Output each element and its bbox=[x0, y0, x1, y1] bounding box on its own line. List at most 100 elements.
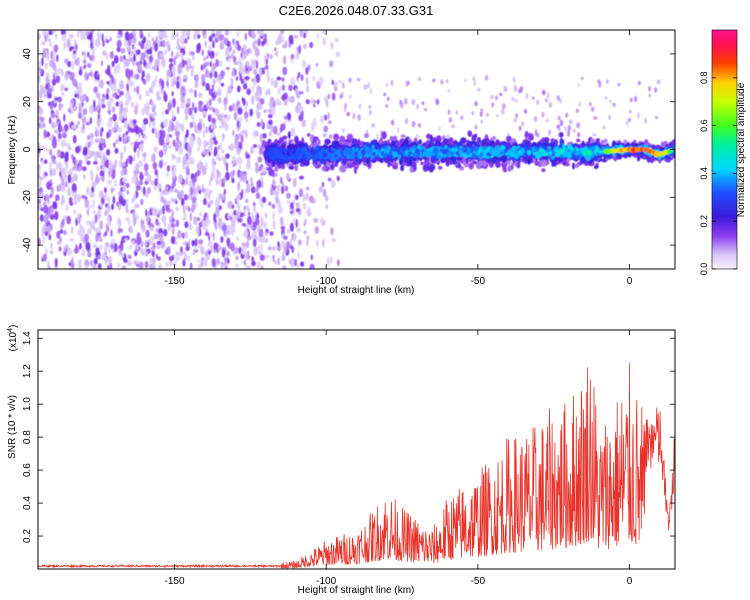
heatmap-cell bbox=[41, 258, 44, 262]
heatmap-cell bbox=[78, 165, 82, 172]
heatmap-cell bbox=[123, 120, 128, 129]
heatmap-cell bbox=[231, 80, 234, 87]
heatmap-cell bbox=[597, 79, 601, 84]
heatmap-cell bbox=[157, 39, 161, 48]
heatmap-cell bbox=[312, 75, 315, 82]
heatmap-cell bbox=[191, 114, 195, 121]
heatmap-cell bbox=[286, 172, 290, 181]
heatmap-cell bbox=[128, 244, 133, 250]
heatmap-cell bbox=[162, 142, 168, 153]
heatmap-cell bbox=[196, 172, 199, 178]
heatmap-cell bbox=[101, 60, 103, 66]
heatmap-cell bbox=[223, 157, 227, 166]
heatmap-cell bbox=[357, 114, 360, 118]
heatmap-cell bbox=[237, 210, 241, 216]
heatmap-cell bbox=[182, 159, 187, 166]
heatmap-cell bbox=[267, 246, 272, 251]
heatmap-cell bbox=[250, 181, 254, 188]
heatmap-cell bbox=[310, 97, 315, 106]
heatmap-cell bbox=[471, 111, 475, 116]
heatmap-cell bbox=[277, 257, 280, 266]
heatmap-cell bbox=[96, 165, 100, 172]
heatmap-cell bbox=[339, 94, 344, 99]
heatmap-cell bbox=[144, 108, 149, 113]
heatmap-cell bbox=[187, 142, 190, 152]
heatmap-cell bbox=[370, 88, 372, 95]
heatmap-cell bbox=[205, 61, 210, 66]
heatmap-cell bbox=[186, 161, 190, 167]
heatmap-cell bbox=[240, 173, 243, 182]
heatmap-cell bbox=[78, 159, 83, 165]
heatmap-blobs bbox=[38, 30, 675, 269]
heatmap-cell bbox=[297, 71, 301, 78]
heatmap-cell bbox=[120, 151, 123, 161]
heatmap-cell bbox=[491, 136, 497, 141]
heatmap-cell bbox=[329, 134, 333, 139]
heatmap-cell bbox=[227, 85, 232, 95]
heatmap-cell bbox=[42, 235, 46, 244]
heatmap-cell bbox=[125, 58, 130, 67]
heatmap-cell bbox=[55, 194, 60, 202]
heatmap-cell bbox=[387, 159, 391, 168]
heatmap-cell bbox=[38, 122, 41, 129]
heatmap-cell bbox=[400, 134, 406, 138]
heatmap-cell bbox=[77, 92, 80, 99]
heatmap-cell bbox=[147, 174, 152, 183]
heatmap-cell bbox=[158, 160, 163, 169]
heatmap-cell bbox=[212, 62, 217, 70]
heatmap-cell bbox=[256, 261, 262, 269]
heatmap-cell bbox=[247, 65, 253, 72]
heatmap-cell bbox=[276, 132, 281, 136]
heatmap-cell bbox=[334, 37, 339, 43]
heatmap-cell bbox=[74, 58, 79, 66]
heatmap-cell bbox=[292, 177, 297, 188]
heatmap-cell bbox=[99, 190, 104, 199]
heatmap-cell bbox=[317, 139, 321, 145]
heatmap-cell bbox=[90, 132, 94, 139]
heatmap-cell bbox=[101, 103, 106, 109]
heatmap-cell bbox=[594, 165, 599, 170]
heatmap-cell bbox=[71, 124, 77, 130]
heatmap-cell bbox=[440, 79, 444, 85]
heatmap-cell bbox=[219, 142, 222, 150]
heatmap-cell bbox=[207, 114, 212, 123]
heatmap-cell bbox=[78, 112, 82, 119]
heatmap-cell bbox=[629, 97, 633, 103]
heatmap-cell bbox=[84, 233, 89, 243]
heatmap-cell bbox=[126, 68, 132, 79]
heatmap-cell bbox=[303, 222, 306, 227]
heatmap-cell bbox=[63, 124, 69, 132]
heatmap-cell bbox=[255, 60, 259, 70]
heatmap-cell bbox=[120, 56, 124, 61]
heatmap-cell bbox=[132, 119, 137, 124]
heatmap-cell bbox=[512, 76, 516, 83]
heatmap-cell bbox=[138, 147, 144, 152]
heatmap-cell bbox=[264, 238, 269, 244]
heatmap-cell bbox=[120, 244, 124, 252]
heatmap-cell bbox=[236, 85, 241, 93]
heatmap-cell bbox=[417, 123, 422, 128]
heatmap-cell bbox=[209, 137, 213, 147]
heatmap-cell bbox=[51, 139, 57, 149]
heatmap-cell bbox=[101, 96, 106, 104]
heatmap-cell bbox=[55, 33, 58, 39]
heatmap-cell bbox=[94, 177, 100, 185]
heatmap-cell bbox=[298, 104, 304, 113]
heatmap-cell bbox=[224, 38, 228, 46]
heatmap-cell bbox=[140, 42, 145, 50]
heatmap-cell bbox=[40, 86, 45, 95]
heatmap-cell bbox=[107, 64, 111, 73]
heatmap-cell bbox=[126, 208, 129, 214]
heatmap-cell bbox=[428, 165, 434, 173]
heatmap-cell bbox=[654, 87, 658, 93]
heatmap-cell bbox=[41, 40, 46, 46]
heatmap-cell bbox=[298, 188, 303, 198]
heatmap-cell bbox=[232, 50, 236, 54]
heatmap-cell bbox=[159, 138, 165, 146]
heatmap-cell bbox=[216, 179, 220, 185]
heatmap-cell bbox=[281, 254, 286, 262]
heatmap-cell bbox=[82, 108, 88, 115]
heatmap-cell bbox=[260, 118, 264, 128]
heatmap-cell bbox=[312, 136, 319, 141]
heatmap-cell bbox=[312, 118, 317, 128]
